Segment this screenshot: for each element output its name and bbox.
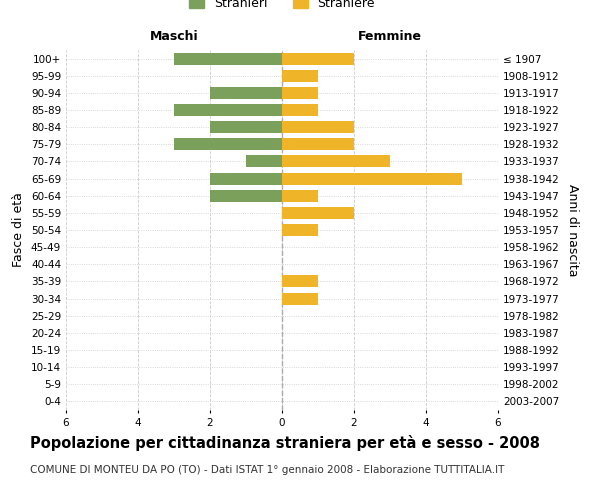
Bar (282, 121, 354, 133)
Y-axis label: Anni di nascita: Anni di nascita (566, 184, 579, 276)
Bar (282, 292, 318, 304)
Bar (246, 156, 282, 168)
Bar (282, 276, 318, 287)
Bar (210, 190, 282, 202)
Bar (282, 207, 354, 219)
Bar (282, 138, 354, 150)
Bar (282, 172, 462, 184)
Bar (282, 224, 318, 236)
Bar (210, 121, 282, 133)
Bar (282, 70, 318, 82)
Bar (282, 87, 318, 99)
Text: Femmine: Femmine (358, 30, 422, 43)
Text: Maschi: Maschi (149, 30, 199, 43)
Bar (174, 138, 282, 150)
Y-axis label: Fasce di età: Fasce di età (13, 192, 25, 268)
Text: Popolazione per cittadinanza straniera per età e sesso - 2008: Popolazione per cittadinanza straniera p… (30, 435, 540, 451)
Bar (174, 104, 282, 116)
Bar (282, 190, 318, 202)
Legend: Stranieri, Straniere: Stranieri, Straniere (184, 0, 380, 15)
Text: COMUNE DI MONTEU DA PO (TO) - Dati ISTAT 1° gennaio 2008 - Elaborazione TUTTITAL: COMUNE DI MONTEU DA PO (TO) - Dati ISTAT… (30, 465, 505, 475)
Bar (282, 52, 354, 64)
Bar (174, 52, 282, 64)
Bar (210, 87, 282, 99)
Bar (282, 156, 390, 168)
Bar (282, 104, 318, 116)
Bar (210, 172, 282, 184)
